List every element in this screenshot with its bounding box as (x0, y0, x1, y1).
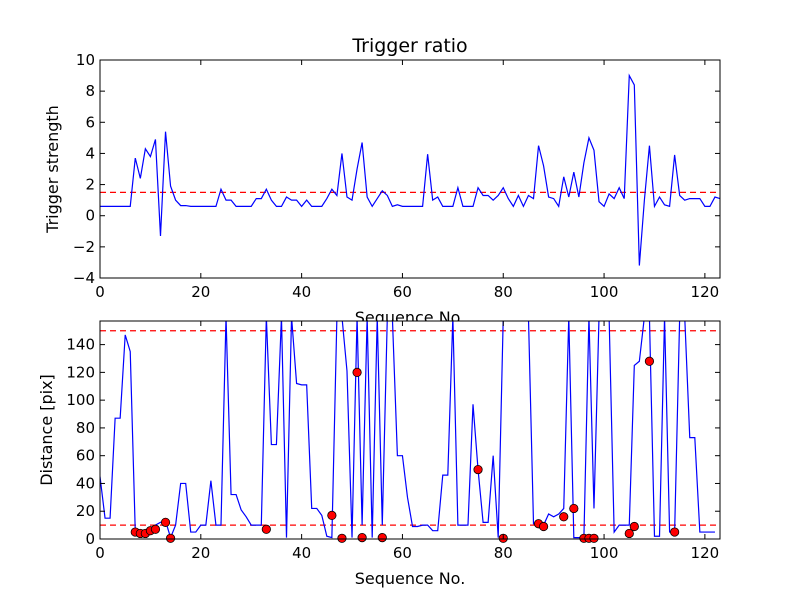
bottom-xtick-label-2: 40 (292, 544, 311, 562)
bottom-axes-frame (99, 320, 721, 540)
bottom-ytick-label-6: 120 (66, 363, 95, 381)
top-xtick-label-1: 20 (191, 283, 210, 301)
top-axes-frame (99, 59, 721, 279)
top-plot-content (100, 73, 720, 266)
bottom-xtick-label-5: 100 (590, 544, 619, 562)
bottom-xtick-label-0: 0 (95, 544, 105, 562)
bottom-ytick-label-2: 40 (76, 474, 95, 492)
bottom-xtick-label-4: 80 (494, 544, 513, 562)
trigger-ratio-panel: Trigger ratio 0 20 40 60 80 100 120 −4 −2 0 2 4 6 8 10… (43, 35, 721, 327)
bottom-ytick-label-3: 60 (76, 447, 95, 465)
bottom-xtick-label-3: 60 (393, 544, 412, 562)
bottom-marker-25 (670, 527, 680, 537)
bottom-series-line (100, 321, 715, 539)
bottom-marker-24 (644, 356, 655, 366)
bottom-x-axis-label: Sequence No. (355, 569, 466, 588)
bottom-ytick-label-4: 80 (76, 419, 95, 437)
top-y-axis-label: Trigger strength (43, 105, 62, 234)
top-ytick-label-4: 4 (85, 144, 95, 162)
bottom-marker-7 (261, 524, 271, 534)
top-series-group (100, 73, 720, 266)
bottom-ytick-label-7: 140 (66, 336, 95, 354)
top-ytick-label-7: 10 (76, 51, 95, 69)
top-xtick-label-6: 120 (691, 283, 720, 301)
top-xtick-label-5: 100 (590, 283, 619, 301)
bottom-marker-5 (160, 517, 171, 527)
top-xtick-label-4: 80 (494, 283, 513, 301)
bottom-marker-6 (165, 533, 176, 543)
bottom-ticks: 0 20 40 60 80 100 120 0 20 40 60 80 100 120 140 (66, 321, 720, 562)
bottom-y-axis-label: Distance [pix] (37, 374, 56, 486)
top-ytick-label-1: −2 (73, 238, 95, 256)
bottom-marker-13 (473, 464, 483, 475)
bottom-marker-21 (589, 533, 599, 543)
bottom-marker-11 (357, 533, 367, 543)
bottom-xtick-label-1: 20 (191, 544, 210, 562)
bottom-marker-23 (629, 521, 639, 532)
top-series-line (100, 73, 720, 266)
bottom-marker-17 (559, 512, 569, 522)
bottom-ytick-label-5: 100 (66, 391, 95, 409)
top-ytick-label-5: 6 (85, 113, 95, 131)
top-ytick-label-3: 2 (85, 176, 95, 194)
top-ytick-label-6: 8 (85, 82, 95, 100)
bottom-plot-area (100, 321, 720, 539)
distance-panel: 0 20 40 60 80 100 120 0 20 40 60 80 100 120 140 Sequen… (37, 320, 721, 588)
bottom-series-group (100, 321, 720, 539)
bottom-marker-9 (337, 533, 347, 543)
bottom-plot-content (100, 321, 720, 543)
top-ticks: 0 20 40 60 80 100 120 −4 −2 0 2 4 6 8 10 (73, 51, 720, 301)
chart-title: Trigger ratio (351, 35, 467, 57)
bottom-marker-8 (327, 510, 337, 520)
top-xtick-label-0: 0 (95, 283, 105, 301)
bottom-ytick-label-0: 0 (85, 530, 95, 548)
top-ytick-label-0: −4 (73, 269, 95, 287)
top-ytick-label-2: 0 (85, 207, 95, 225)
bottom-marker-18 (569, 503, 579, 514)
bottom-marker-16 (538, 521, 549, 532)
bottom-xtick-label-6: 120 (691, 544, 720, 562)
top-xtick-label-2: 40 (292, 283, 311, 301)
bottom-marker-22 (624, 528, 634, 539)
bottom-ytick-label-1: 20 (76, 502, 95, 520)
top-xtick-label-3: 60 (393, 283, 412, 301)
bottom-marker-12 (377, 533, 387, 543)
top-plot-area (100, 60, 720, 278)
bottom-marker-4 (150, 524, 161, 534)
bottom-marker-10 (352, 367, 362, 377)
